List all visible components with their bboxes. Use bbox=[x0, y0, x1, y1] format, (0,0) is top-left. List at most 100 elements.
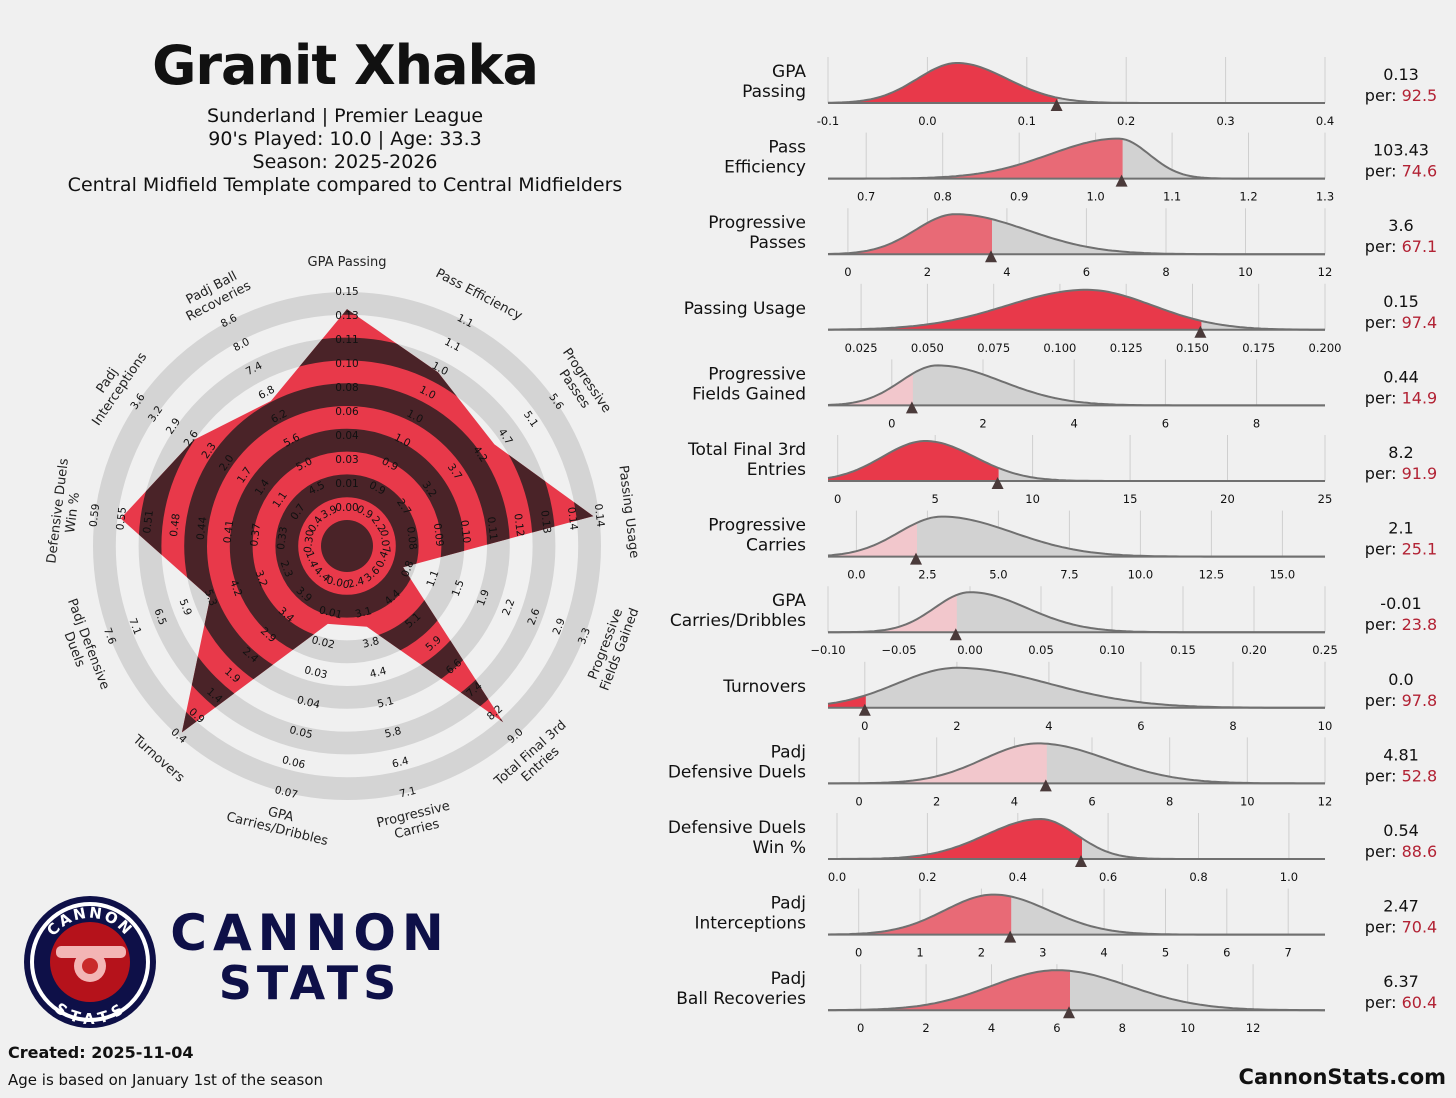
radar-tick-label: 0.48 bbox=[168, 513, 183, 538]
radar-tick-label: 5.8 bbox=[383, 725, 402, 741]
radar-axis-label: Defensive DuelsWin % bbox=[44, 457, 87, 566]
dist-metric-label: GPA Carries/Dribbles bbox=[670, 591, 807, 631]
dist-value-marker bbox=[991, 477, 1004, 489]
dist-value-text: 2.1 bbox=[1388, 519, 1413, 538]
dist-tick-label: 4 bbox=[1045, 719, 1052, 733]
brand-line-1: CANNON bbox=[170, 904, 450, 962]
dist-value-marker bbox=[1075, 855, 1087, 867]
dist-tick-label: 15 bbox=[1123, 492, 1138, 506]
dist-metric-label: Progressive Carries bbox=[708, 516, 806, 556]
radar-axis-label: ProgressiveCarries bbox=[375, 799, 455, 846]
dist-tick-label: 0.4 bbox=[1009, 870, 1027, 884]
dist-tick-label: 4 bbox=[1011, 794, 1018, 808]
per-label: per: bbox=[1365, 615, 1402, 634]
info-line: 90's Played: 10.0 | Age: 33.3 bbox=[208, 128, 482, 150]
radar-tick-label: 7.1 bbox=[126, 617, 143, 637]
dist-tick-label: 0.150 bbox=[1176, 341, 1209, 355]
dist-metric-label: Passing Usage bbox=[684, 299, 806, 319]
dist-value-text: 103.43 bbox=[1373, 141, 1429, 160]
dist-value-text: -0.01 bbox=[1380, 594, 1421, 613]
dist-value-text: 0.13 bbox=[1383, 65, 1419, 84]
dist-tick-label: 1 bbox=[916, 946, 923, 960]
radar-tick-label: 2.4 bbox=[347, 575, 366, 591]
radar-axis-label: GPA Passing bbox=[308, 255, 387, 270]
radar-tick-label: 0.00 bbox=[335, 502, 358, 514]
dist-curve bbox=[828, 591, 1325, 634]
dist-tick-label: −0.05 bbox=[881, 643, 916, 657]
radar-tick-label: 0.44 bbox=[195, 516, 210, 541]
dist-tick-label: 7 bbox=[1285, 946, 1292, 960]
brand-line-2: STATS bbox=[218, 956, 402, 1010]
distribution-panel: -0.1 0.0 0.1 0.2 0.3 0.4 GPA Passing 0.13 per: 92… bbox=[668, 57, 1438, 1035]
per-label: per: bbox=[1365, 313, 1402, 332]
percentile-value: 14.9 bbox=[1402, 388, 1438, 407]
dist-percentile-fill bbox=[828, 743, 1046, 784]
radar-tick-label: 0.03 bbox=[303, 664, 329, 681]
dist-tick-label: 1.2 bbox=[1239, 190, 1257, 204]
dist-tick-label: 10 bbox=[1180, 1021, 1195, 1035]
dist-tick-label: 1.1 bbox=[1163, 190, 1181, 204]
dist-value-text: 3.6 bbox=[1388, 216, 1413, 235]
age-note: Age is based on January 1st of the seaso… bbox=[8, 1071, 324, 1089]
dist-tick-label: 4 bbox=[1071, 416, 1078, 430]
per-label: per: bbox=[1365, 766, 1402, 785]
dist-tick-label: 6 bbox=[1088, 794, 1095, 808]
site-url: CannonStats.com bbox=[1238, 1065, 1446, 1089]
dist-percentile-text: per: 67.1 bbox=[1365, 237, 1437, 256]
dist-tick-label: 4 bbox=[1003, 265, 1010, 279]
dist-value-text: 4.81 bbox=[1383, 745, 1419, 764]
radar-chart: 0.00 0.01 0.03 0.04 0.06 0.08 0.10 0.11 0.13 0.15… bbox=[44, 255, 642, 849]
dist-tick-label: 0.075 bbox=[977, 341, 1010, 355]
dist-value-text: 8.2 bbox=[1388, 443, 1413, 462]
per-label: per: bbox=[1365, 162, 1402, 181]
dist-tick-label: 0.3 bbox=[1216, 114, 1234, 128]
dist-value-marker bbox=[985, 250, 997, 263]
dist-percentile-fill bbox=[828, 894, 1011, 935]
dist-tick-label: 6 bbox=[1162, 416, 1169, 430]
dist-tick-label: 8 bbox=[1119, 1021, 1126, 1035]
dist-value-marker bbox=[1039, 779, 1052, 792]
per-label: per: bbox=[1365, 464, 1402, 483]
radar-tick-label: 1.5 bbox=[450, 578, 467, 598]
dist-tick-label: 12 bbox=[1246, 1021, 1261, 1035]
dist-tick-label: 2 bbox=[979, 416, 986, 430]
dist-tick-label: 0.2 bbox=[1117, 114, 1135, 128]
radar-tick-label: 0.15 bbox=[335, 286, 358, 298]
radar-tick-label: 2.9 bbox=[551, 617, 568, 637]
percentile-value: 70.4 bbox=[1402, 918, 1438, 937]
radar-dark-band bbox=[275, 474, 419, 618]
dist-percentile-text: per: 60.4 bbox=[1365, 993, 1437, 1012]
dist-percentile-text: per: 25.1 bbox=[1365, 540, 1437, 559]
radar-tick-label: 6.4 bbox=[391, 755, 410, 771]
dist-value-marker bbox=[1194, 325, 1207, 338]
percentile-value: 52.8 bbox=[1402, 766, 1438, 785]
dist-tick-label: 1.3 bbox=[1316, 190, 1334, 204]
dist-tick-label: 4 bbox=[988, 1021, 995, 1035]
radar-tick-label: 0.03 bbox=[335, 454, 358, 466]
radar-tick-label: 0.41 bbox=[222, 519, 237, 544]
dist-tick-label: 0.025 bbox=[845, 341, 878, 355]
percentile-value: 88.6 bbox=[1402, 842, 1438, 861]
season-line: Season: 2025-2026 bbox=[252, 151, 438, 173]
radar-tick-label: 4.4 bbox=[369, 665, 388, 681]
radar-tick-label: 0.8 bbox=[399, 559, 416, 579]
radar-tick-label: 0.37 bbox=[248, 523, 263, 548]
radar-tick-label: 0.04 bbox=[335, 430, 359, 442]
radar-tick-label: 3.3 bbox=[576, 626, 593, 646]
radar-tick-label: 6.5 bbox=[151, 607, 168, 627]
dist-tick-label: 2 bbox=[933, 794, 940, 808]
dist-tick-label: 10 bbox=[1318, 719, 1333, 733]
radar-tick-label: 1.4 bbox=[303, 550, 320, 570]
radar-axis-label: ProgressiveFields Gained bbox=[583, 601, 642, 693]
dist-area bbox=[828, 667, 1325, 708]
dist-metric-label: Total Final 3rd Entries bbox=[687, 440, 806, 480]
dist-tick-label: 10 bbox=[1238, 265, 1253, 279]
dist-percentile-fill bbox=[828, 289, 1201, 330]
dist-tick-label: 0.4 bbox=[1316, 114, 1334, 128]
dist-metric-label: Progressive Passes bbox=[708, 213, 806, 253]
radar-tick-label: 0.4 bbox=[374, 549, 391, 569]
radar-polygon bbox=[120, 309, 594, 733]
dist-percentile-fill bbox=[828, 138, 1122, 179]
dist-tick-label: 8 bbox=[1166, 794, 1173, 808]
dist-tick-label: 6 bbox=[1083, 265, 1090, 279]
